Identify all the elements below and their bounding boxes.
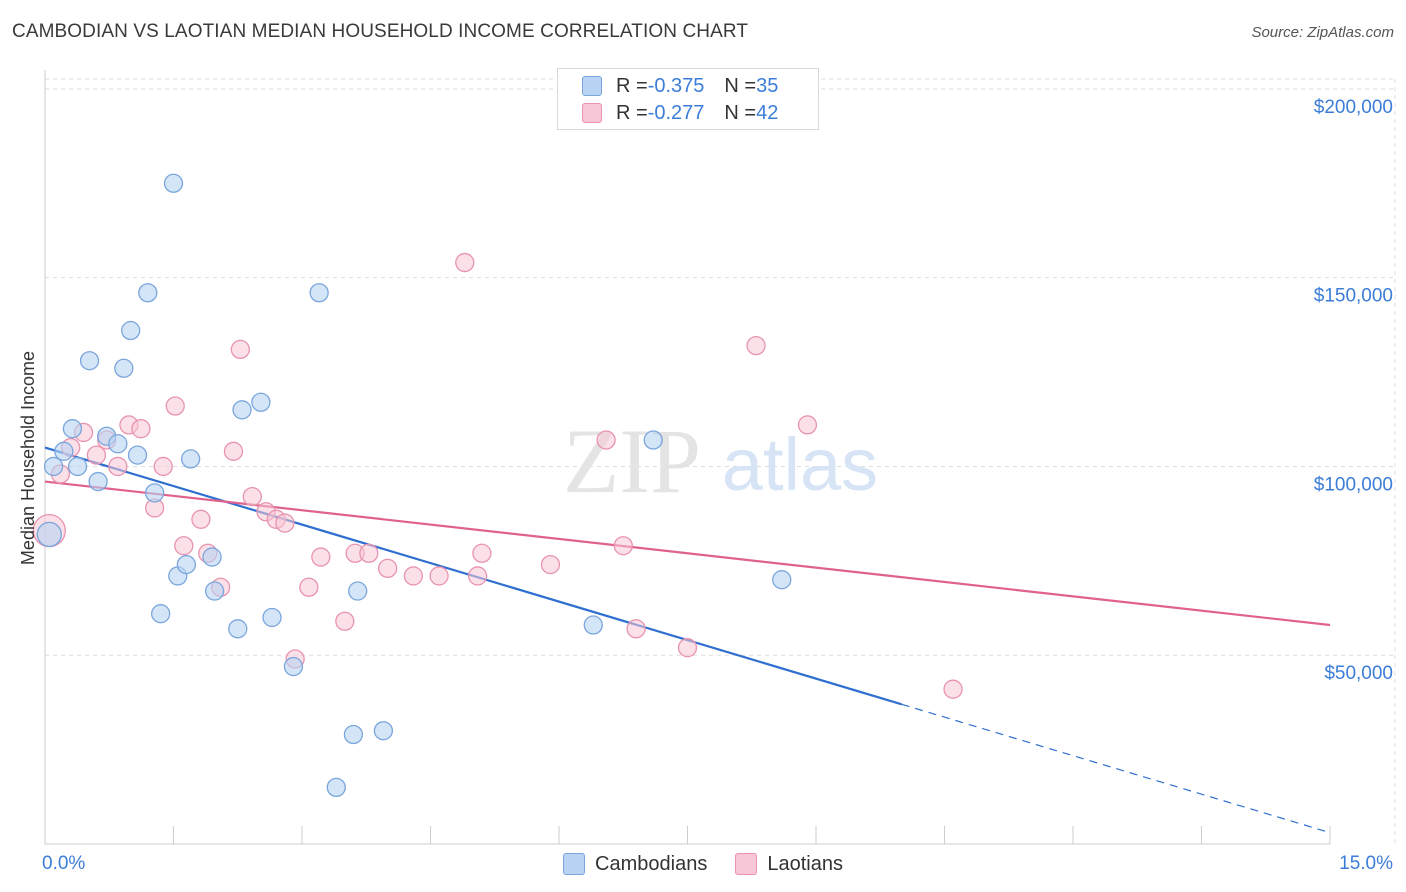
cambodian-point <box>283 656 304 677</box>
legend-label: Cambodians <box>595 852 708 875</box>
chart-title: CAMBODIAN VS LAOTIAN MEDIAN HOUSEHOLD IN… <box>12 21 749 42</box>
n-label: N = <box>724 74 757 97</box>
cambodian-point <box>176 554 197 575</box>
cambodian-point <box>62 419 83 439</box>
grid-lines <box>45 78 1396 844</box>
cambodian-trend-extension <box>901 703 1331 834</box>
cambodian-point <box>309 283 329 303</box>
laotian-point <box>174 536 194 556</box>
cambodian-point <box>163 173 184 193</box>
watermark-atlas: atlas <box>722 423 878 506</box>
series-legend: Cambodians Laotians <box>0 851 1406 877</box>
laotian-point <box>677 638 698 658</box>
y-tick-label: $50,000 <box>1324 663 1393 684</box>
cambodian-point <box>202 547 222 567</box>
cambodian-point <box>348 581 368 601</box>
laotian-point <box>165 396 185 416</box>
n-value: 35 <box>756 74 779 97</box>
legend-item-laotians: Laotians <box>735 853 843 876</box>
laotian-point <box>943 679 963 699</box>
cambodian-point <box>232 400 252 420</box>
laotian-point <box>275 513 295 533</box>
y-tick-label: $200,000 <box>1314 97 1393 118</box>
axes <box>44 70 1331 845</box>
cambodian-point <box>204 581 225 601</box>
swatch-cambodians <box>582 76 602 96</box>
cambodian-point <box>643 430 663 450</box>
y-tick-label: $150,000 <box>1314 286 1393 307</box>
tick-labels: $50,000 $100,000 $150,000 $200,000 0.0% 15.0% <box>42 97 1393 874</box>
laotian-point <box>455 252 475 273</box>
r-label: R = <box>616 74 648 97</box>
cambodian-point <box>138 283 158 303</box>
laotian-point <box>403 566 424 586</box>
swatch-cambodians <box>563 853 586 875</box>
laotian-point <box>540 554 561 575</box>
cambodian-point <box>36 521 62 548</box>
cambodian-point <box>343 724 364 745</box>
n-value: 42 <box>756 101 779 124</box>
cambodian-point <box>373 721 394 741</box>
legend-row-laotians: R = -0.277 N = 42 <box>582 100 778 126</box>
watermark-zip: ZIP <box>563 410 701 512</box>
swatch-laotians <box>735 853 758 875</box>
laotian-point <box>378 558 398 579</box>
r-value: -0.375 <box>647 74 705 97</box>
cambodian-point <box>251 392 271 412</box>
cambodian-point <box>772 570 792 590</box>
laotian-point <box>223 441 244 461</box>
cambodian-point <box>121 320 141 341</box>
laotian-point <box>311 547 331 567</box>
laotian-point <box>797 415 818 435</box>
swatch-laotians <box>582 103 602 123</box>
laotian-point <box>230 339 250 360</box>
cambodian-point <box>150 604 171 624</box>
cambodian-point <box>228 619 248 639</box>
laotian-point <box>242 486 262 507</box>
cambodian-point <box>108 434 128 454</box>
laotian-point <box>613 536 633 556</box>
laotian-point <box>596 430 616 450</box>
correlation-legend: R = -0.375 N = 35 R = -0.277 N = 42 <box>557 68 819 130</box>
legend-label: Laotians <box>767 852 843 875</box>
cambodian-point <box>79 351 100 371</box>
cambodian-point <box>180 449 201 469</box>
y-tick-label: $100,000 <box>1314 474 1393 495</box>
laotian-point <box>108 456 128 477</box>
y-axis-label: Median Household Income <box>18 351 38 565</box>
laotian-point <box>335 611 355 631</box>
laotian-point <box>86 445 107 465</box>
legend-item-cambodians: Cambodians <box>563 853 707 876</box>
n-label: N = <box>724 101 757 124</box>
laotian-point <box>191 509 211 529</box>
cambodian-point <box>262 607 282 628</box>
cambodian-point <box>127 445 148 465</box>
cambodian-point <box>67 456 88 477</box>
laotian-point <box>626 619 646 639</box>
laotian-point <box>746 335 766 356</box>
cambodian-point <box>145 483 165 503</box>
r-label: R = <box>616 101 648 124</box>
cambodian-point <box>54 441 74 461</box>
laotian-point <box>467 566 488 586</box>
laotian-point <box>472 543 492 563</box>
cambodian-point <box>583 615 603 635</box>
legend-row-cambodians: R = -0.375 N = 35 <box>582 73 778 99</box>
cambodian-point <box>326 777 346 798</box>
cambodian-point <box>114 358 134 378</box>
r-value: -0.277 <box>647 101 705 124</box>
x-tick-label: 0.0% <box>42 853 85 874</box>
x-tick-label: 15.0% <box>1339 853 1393 874</box>
laotian-point <box>359 543 379 563</box>
cambodian-point <box>43 456 64 477</box>
source-label: Source: ZipAtlas.com <box>1251 24 1394 41</box>
laotian-point <box>153 456 173 477</box>
laotian-point <box>131 419 151 439</box>
data-points <box>32 173 963 798</box>
laotian-point <box>299 577 319 597</box>
laotian-point <box>429 566 449 586</box>
cambodian-point <box>88 471 108 492</box>
